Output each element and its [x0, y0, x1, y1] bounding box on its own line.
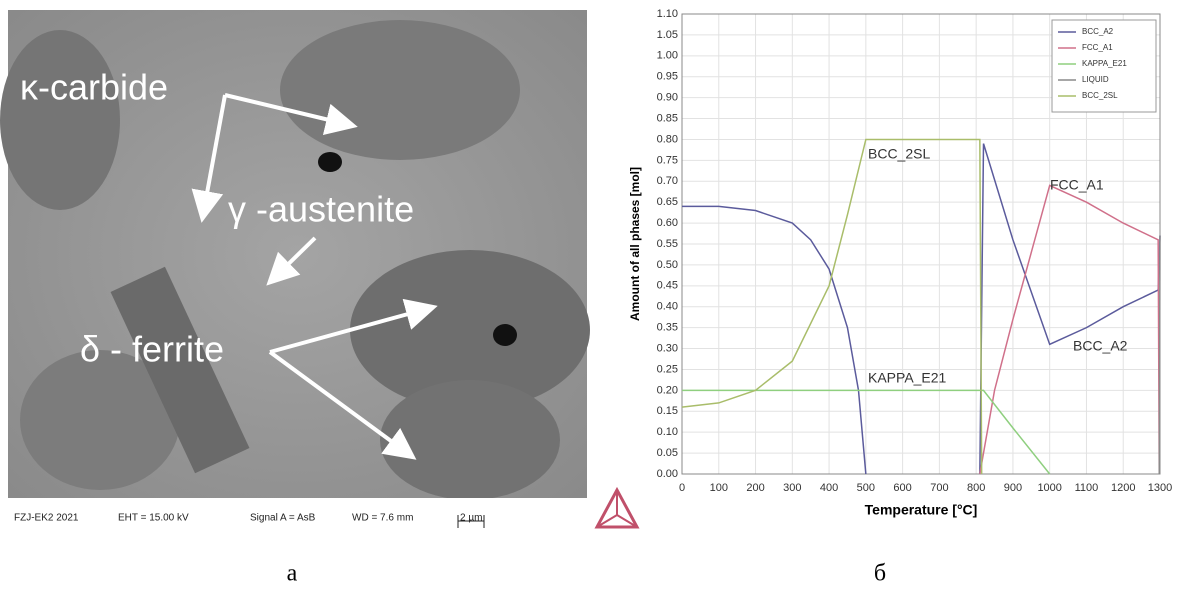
y-tick-label: 0.05 [657, 447, 678, 459]
series-line [682, 389, 1051, 475]
y-tick-label: 0.15 [657, 405, 678, 417]
y-tick-label: 0.90 [657, 92, 678, 104]
y-tick-label: 1.05 [657, 29, 678, 41]
series-line [979, 184, 1161, 475]
y-tick-label: 0.85 [657, 112, 678, 124]
x-tick-label: 600 [893, 482, 911, 494]
y-tick-label: 0.75 [657, 154, 678, 166]
micrograph-footer: Signal A = AsB [250, 513, 316, 524]
y-tick-label: 1.00 [657, 50, 678, 62]
micrograph [0, 10, 590, 530]
logo [594, 486, 640, 529]
y-tick-label: 0.50 [657, 259, 678, 271]
x-tick-label: 1100 [1075, 482, 1099, 494]
annotation: KAPPA_E21 [868, 370, 947, 386]
y-tick-label: 0.45 [657, 280, 678, 292]
legend-label: LIQUID [1082, 75, 1109, 84]
x-tick-label: 200 [746, 482, 764, 494]
series-line [681, 138, 983, 475]
x-tick-label: 300 [783, 482, 801, 494]
y-tick-label: 0.95 [657, 71, 678, 83]
y-tick-label: 0.30 [657, 342, 678, 354]
legend-label: BCC_A2 [1082, 27, 1114, 36]
y-tick-label: 0.20 [657, 384, 678, 396]
y-tick-label: 0.65 [657, 196, 678, 208]
micrograph-footer: 2 µm [460, 513, 482, 524]
x-tick-label: 800 [967, 482, 985, 494]
y-tick-label: 0.40 [657, 301, 678, 313]
y-tick-label: 1.10 [657, 8, 678, 20]
scale-bar [457, 515, 485, 528]
micrograph-label: κ-carbide [20, 67, 168, 108]
y-tick-label: 0.70 [657, 175, 678, 187]
caption: б [874, 561, 886, 587]
x-tick-label: 100 [710, 482, 728, 494]
micrograph-footer: EHT = 15.00 kV [118, 513, 189, 524]
y-tick-label: 0.25 [657, 363, 678, 375]
x-tick-label: 900 [1004, 482, 1022, 494]
micrograph-label: δ - ferrite [80, 329, 224, 370]
x-tick-label: 1300 [1148, 482, 1172, 494]
y-tick-label: 0.80 [657, 133, 678, 145]
y-tick-label: 0.55 [657, 238, 678, 250]
annotation: BCC_2SL [868, 146, 930, 162]
x-tick-label: 1200 [1111, 482, 1135, 494]
micrograph-footer: FZJ-EK2 2021 [14, 513, 79, 524]
y-tick-label: 0.60 [657, 217, 678, 229]
y-tick-label: 0.10 [657, 426, 678, 438]
x-tick-label: 400 [820, 482, 838, 494]
y-tick-label: 0.00 [657, 468, 678, 480]
micrograph-label: γ -austenite [228, 189, 414, 230]
caption: а [287, 561, 298, 587]
series-line [682, 143, 1161, 475]
x-tick-label: 1000 [1037, 482, 1061, 494]
y-tick-label: 0.35 [657, 322, 678, 334]
legend-label: FCC_A1 [1082, 43, 1113, 52]
annotation: FCC_A1 [1050, 177, 1104, 193]
annotation: BCC_A2 [1073, 338, 1128, 354]
x-tick-label: 500 [857, 482, 875, 494]
series-line [1158, 235, 1161, 475]
y-axis-label: Amount of all phases [mol] [628, 167, 642, 321]
micrograph-footer: WD = 7.6 mm [352, 513, 413, 524]
x-tick-label: 0 [679, 482, 685, 494]
legend-label: KAPPA_E21 [1082, 59, 1127, 68]
legend-label: BCC_2SL [1082, 91, 1118, 100]
x-axis-label: Temperature [°C] [865, 502, 978, 518]
x-tick-label: 700 [930, 482, 948, 494]
